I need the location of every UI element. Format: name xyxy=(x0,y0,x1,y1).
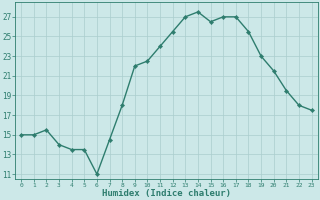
X-axis label: Humidex (Indice chaleur): Humidex (Indice chaleur) xyxy=(102,189,231,198)
